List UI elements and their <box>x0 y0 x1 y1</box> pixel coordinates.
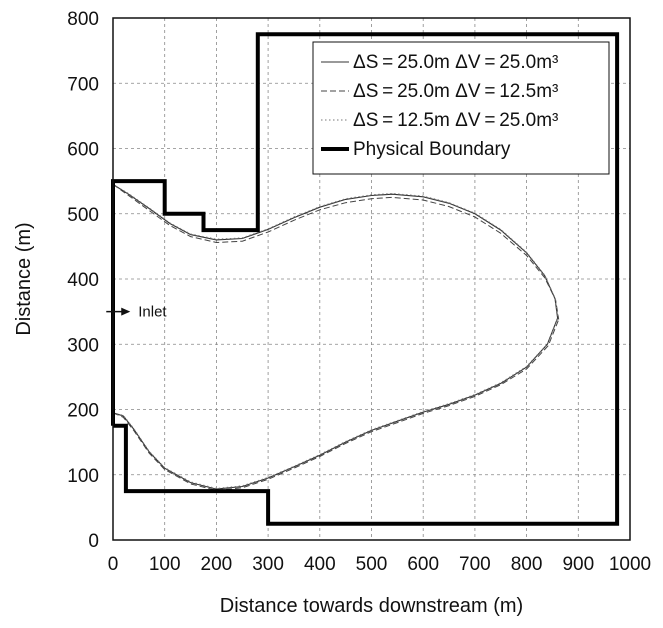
tick-labels: 0 100 200 300 400 500 600 700 800 900 1000 0 100 200 3… <box>67 9 651 575</box>
inlet-arrow-head <box>121 307 131 316</box>
x-tick-label: 500 <box>356 554 388 575</box>
legend-entry-2: ΔS = 25.0m ΔV = 12.5m³ <box>353 81 558 102</box>
x-tick-label: 200 <box>201 554 233 575</box>
x-tick-label: 700 <box>459 554 491 575</box>
y-tick-label: 200 <box>67 401 99 422</box>
series-layer <box>112 183 560 491</box>
series-1-lower-line <box>112 317 559 490</box>
physical-boundary-line <box>111 32 620 526</box>
inlet-annotation: Inlet <box>106 304 167 321</box>
legend: ΔS = 25.0m ΔV = 25.0m³ ΔS = 25.0m ΔV = 1… <box>312 41 610 175</box>
series-3-upper-line <box>112 183 559 318</box>
legend-entry-1: ΔS = 25.0m ΔV = 25.0m³ <box>353 52 558 73</box>
physical-boundary-layer <box>111 32 620 526</box>
y-tick-label: 600 <box>67 140 99 161</box>
y-tick-label: 300 <box>67 335 99 356</box>
x-tick-label: 100 <box>149 554 181 575</box>
x-tick-label: 800 <box>511 554 543 575</box>
x-tick-label: 1000 <box>609 554 651 575</box>
series-1-upper-line <box>112 183 559 319</box>
x-tick-label: 600 <box>407 554 439 575</box>
x-axis-title: Distance towards downstream (m) <box>220 595 523 617</box>
series-2-lower-line <box>112 319 560 491</box>
y-tick-label: 500 <box>67 205 99 226</box>
series-3-lower-line <box>112 317 559 490</box>
legend-box <box>312 41 610 175</box>
y-tick-label: 100 <box>67 466 99 487</box>
x-tick-label: 0 <box>108 554 119 575</box>
y-tick-label: 400 <box>67 270 99 291</box>
x-tick-label: 900 <box>562 554 594 575</box>
legend-entry-3: ΔS = 12.5m ΔV = 25.0m³ <box>353 110 558 131</box>
series-2-upper-line <box>112 183 560 320</box>
x-tick-label: 400 <box>304 554 336 575</box>
inlet-label: Inlet <box>138 304 167 321</box>
legend-entry-4: Physical Boundary <box>353 139 511 160</box>
x-tick-label: 300 <box>252 554 284 575</box>
y-tick-label: 700 <box>67 74 99 95</box>
y-axis-title: Distance (m) <box>13 222 35 335</box>
y-tick-label: 800 <box>67 9 99 30</box>
plot-frame <box>112 17 631 541</box>
y-tick-label: 0 <box>88 531 99 552</box>
